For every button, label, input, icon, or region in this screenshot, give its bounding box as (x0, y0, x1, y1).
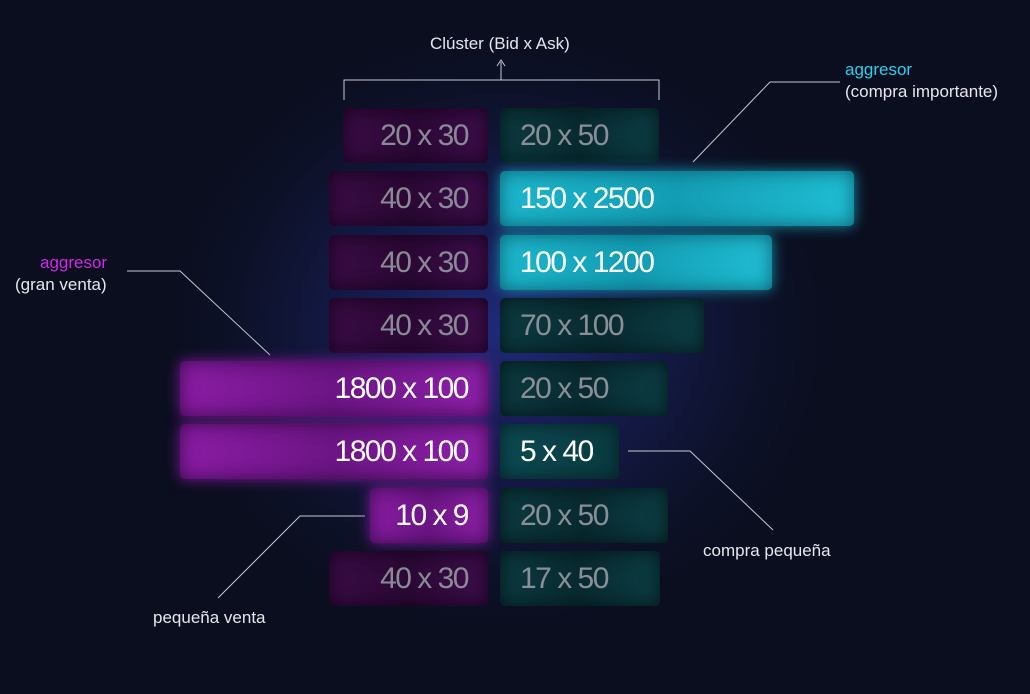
ask-cell: 20 x 50 (500, 108, 659, 163)
bid-cell: 10 x 9 (370, 488, 488, 543)
arrow (496, 59, 506, 67)
connector (692, 81, 840, 163)
ask-cell: 70 x 100 (500, 298, 704, 353)
connector (628, 450, 774, 531)
title: Clúster (Bid x Ask) (430, 34, 570, 53)
ask-cell: 150 x 2500 (500, 171, 854, 226)
ask-cell: 20 x 50 (500, 488, 668, 543)
bid-cell: 1800 x 100 (180, 424, 488, 479)
bid-cell: 1800 x 100 (180, 361, 488, 416)
annotation-note: (compra importante) (845, 82, 999, 101)
bid-cell: 40 x 30 (329, 298, 488, 353)
annotation-note: (gran venta) (15, 275, 107, 294)
ask-cell: 100 x 1200 (500, 235, 772, 290)
bid-cell: 20 x 30 (343, 108, 488, 163)
connector (127, 270, 271, 356)
annotation-label: compra pequeña (703, 541, 831, 560)
ask-cell: 5 x 40 (500, 424, 619, 479)
annotation-label: pequeña venta (153, 608, 266, 627)
ask-cell: 20 x 50 (500, 361, 668, 416)
connector (217, 515, 365, 599)
bid-cell: 40 x 30 (329, 171, 488, 226)
ask-cell: 17 x 50 (500, 551, 660, 606)
bid-cell: 40 x 30 (329, 551, 488, 606)
bid-cell: 40 x 30 (329, 235, 488, 290)
annotation-label: aggresor (40, 253, 108, 272)
annotation-label: aggresor (845, 60, 913, 79)
